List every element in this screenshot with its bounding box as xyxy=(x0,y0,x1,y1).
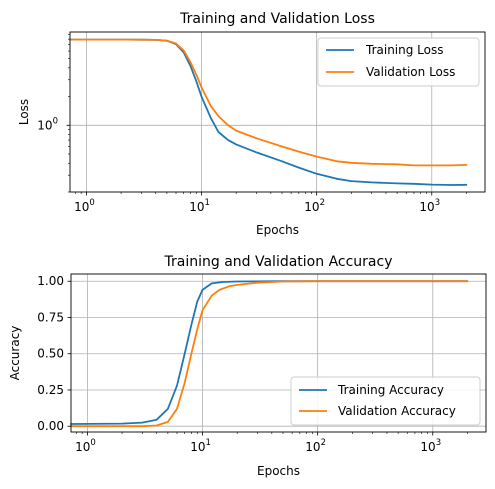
loss-x-axis-label: Epochs xyxy=(256,223,299,237)
loss-legend-box xyxy=(317,37,480,87)
accuracy-plot-frame xyxy=(70,273,487,433)
accuracy-x-ticks: 100 101 102 103 xyxy=(75,432,441,454)
accuracy-y-tick-label: 0.75 xyxy=(37,310,64,324)
loss-legend-label-training: Training Loss xyxy=(365,43,443,57)
loss-legend-label-validation: Validation Loss xyxy=(366,65,455,79)
accuracy-y-ticks: 0.00 0.25 0.50 0.75 1.00 xyxy=(37,274,71,433)
loss-y-ticks: 100 xyxy=(37,116,70,132)
loss-series-line-validation xyxy=(69,38,468,167)
accuracy-x-tick-label: 100 xyxy=(75,438,96,454)
accuracy-y-tick-label: 0.00 xyxy=(37,419,64,433)
accuracy-legend-label-validation: Validation Accuracy xyxy=(338,404,456,418)
loss-chart: Training and Validation Loss 100 101 102 10… xyxy=(17,11,486,237)
loss-legend: Training Loss Validation Loss xyxy=(317,37,480,87)
accuracy-series-lines xyxy=(70,280,469,428)
loss-x-tick-label: 101 xyxy=(189,198,210,214)
accuracy-x-tick-label: 101 xyxy=(190,438,211,454)
accuracy-y-tick-label: 0.50 xyxy=(37,347,64,361)
loss-y-axis-label: Loss xyxy=(17,99,31,125)
accuracy-series-line-validation xyxy=(70,280,469,428)
accuracy-y-axis-label: Accuracy xyxy=(8,326,22,381)
accuracy-x-axis-label: Epochs xyxy=(257,464,300,478)
accuracy-y-tick-label: 1.00 xyxy=(37,274,64,288)
loss-x-ticks: 100 101 102 103 xyxy=(74,192,440,214)
loss-x-tick-label: 102 xyxy=(304,198,325,214)
loss-y-tick-label: 100 xyxy=(37,116,58,132)
accuracy-chart: Training and Validation Accuracy 100 101 1… xyxy=(8,254,487,478)
loss-plot-frame xyxy=(69,31,486,193)
accuracy-x-tick-label: 103 xyxy=(420,438,441,454)
accuracy-chart-title: Training and Validation Accuracy xyxy=(164,254,393,270)
accuracy-legend-label-training: Training Accuracy xyxy=(337,383,444,397)
loss-x-tick-label: 100 xyxy=(74,198,95,214)
accuracy-legend: Training Accuracy Validation Accuracy xyxy=(290,376,481,426)
loss-series-lines xyxy=(69,38,468,186)
accuracy-legend-box xyxy=(290,376,481,426)
accuracy-x-tick-label: 102 xyxy=(305,438,326,454)
loss-chart-title: Training and Validation Loss xyxy=(179,11,375,27)
loss-x-tick-label: 103 xyxy=(419,198,440,214)
accuracy-y-tick-label: 0.25 xyxy=(37,383,64,397)
